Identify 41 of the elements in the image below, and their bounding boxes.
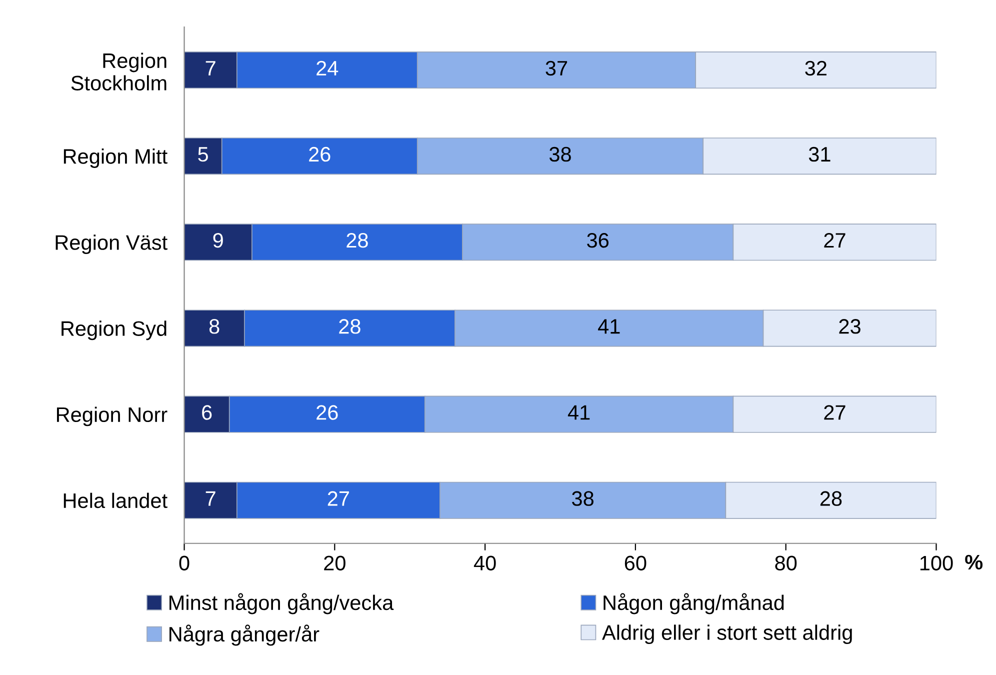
y-tick-label: Region Mitt [64, 148, 168, 168]
x-tick-label: 0 [179, 556, 190, 570]
data-label: 26 [316, 405, 338, 420]
data-label: 38 [572, 491, 594, 506]
x-tick-label: 20 [324, 556, 346, 570]
data-label: 32 [805, 60, 826, 76]
data-label: 36 [587, 232, 609, 248]
y-tick-label: Region Syd [62, 320, 166, 340]
data-label: 6 [202, 405, 212, 420]
data-label: 7 [206, 61, 216, 76]
data-label: 38 [549, 146, 571, 162]
data-label: 28 [339, 319, 360, 334]
x-tick-label: 80 [775, 556, 797, 570]
legend-label: Någon gång/månad [604, 593, 784, 614]
legend-label: Aldrig eller i stort sett aldrig [602, 624, 852, 644]
y-tick-label: Region Väst [56, 234, 168, 254]
data-label: 31 [808, 146, 830, 162]
data-label: 24 [316, 60, 338, 76]
data-label: 8 [209, 319, 220, 334]
x-tick-label: 100 [920, 556, 953, 570]
data-label: 27 [824, 232, 846, 248]
data-label: 27 [328, 491, 349, 506]
data-label: 9 [213, 232, 223, 248]
legend-label: Minst någon gång/vecka [170, 593, 394, 614]
x-tick-label: 40 [474, 556, 496, 570]
data-label: 28 [346, 232, 368, 248]
x-tick-label: 60 [624, 556, 646, 570]
data-label: 5 [198, 147, 208, 162]
data-label: 23 [839, 319, 860, 334]
y-tick-label: Region Norr [56, 406, 168, 426]
data-label: 41 [598, 319, 620, 334]
y-tick-label: Hela landet [64, 492, 168, 508]
legend-label: Några gånger/år [170, 624, 320, 646]
y-tick-label: Region Stockholm [71, 52, 166, 91]
data-label: 28 [820, 491, 842, 506]
data-label: 41 [568, 405, 590, 420]
data-label: 27 [824, 405, 846, 420]
data-label: 7 [206, 491, 216, 506]
data-label: 37 [546, 60, 568, 76]
x-axis-title: % [965, 554, 983, 570]
data-label: 26 [309, 146, 330, 162]
